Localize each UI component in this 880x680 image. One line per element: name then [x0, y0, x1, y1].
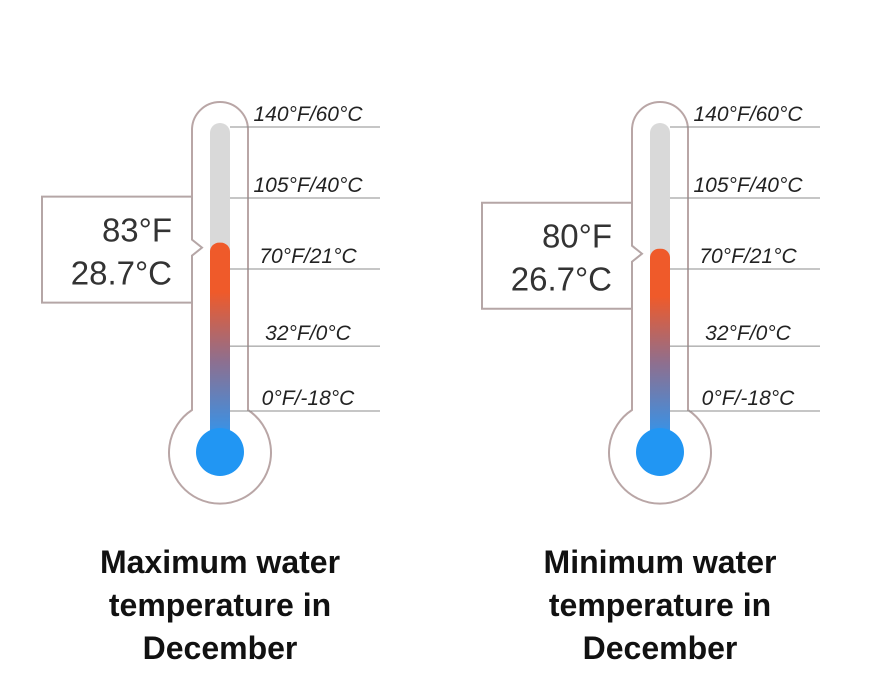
thermometer-fill [650, 248, 670, 440]
thermometer-1: 140°F/60°C 105°F/40°C 70°F/21°C 32°F/0°C 0°F… [41, 101, 380, 666]
tick-label: 32°F/0°C [265, 322, 351, 345]
value-celsius: 28.7°C [71, 255, 172, 292]
tick-label: 32°F/0°C [705, 322, 791, 345]
chart-title-line: December [583, 630, 738, 666]
chart-title-line: Maximum water [100, 544, 340, 580]
chart-title-line: temperature in [109, 587, 331, 623]
value-callout [41, 195, 204, 304]
tick-label: 0°F/-18°C [262, 387, 355, 410]
tick-label: 0°F/-18°C [702, 387, 795, 410]
value-callout [481, 201, 644, 310]
thermometer-2: 140°F/60°C 105°F/40°C 70°F/21°C 32°F/0°C 0°F… [481, 101, 820, 666]
tick-label: 105°F/40°C [253, 174, 363, 197]
tick-label: 140°F/60°C [253, 103, 363, 126]
value-fahrenheit: 80°F [542, 218, 612, 255]
thermometer-bulb [196, 428, 244, 476]
value-celsius: 26.7°C [511, 261, 612, 298]
tick-label: 140°F/60°C [693, 103, 803, 126]
value-fahrenheit: 83°F [102, 212, 172, 249]
tick-label: 70°F/21°C [699, 245, 797, 268]
tick-label: 70°F/21°C [259, 245, 357, 268]
tick-label: 105°F/40°C [693, 174, 803, 197]
chart-title-line: Minimum water [544, 544, 777, 580]
thermometer-fill [210, 242, 230, 440]
chart-title-line: temperature in [549, 587, 771, 623]
chart-title-line: December [143, 630, 298, 666]
thermometer-bulb [636, 428, 684, 476]
